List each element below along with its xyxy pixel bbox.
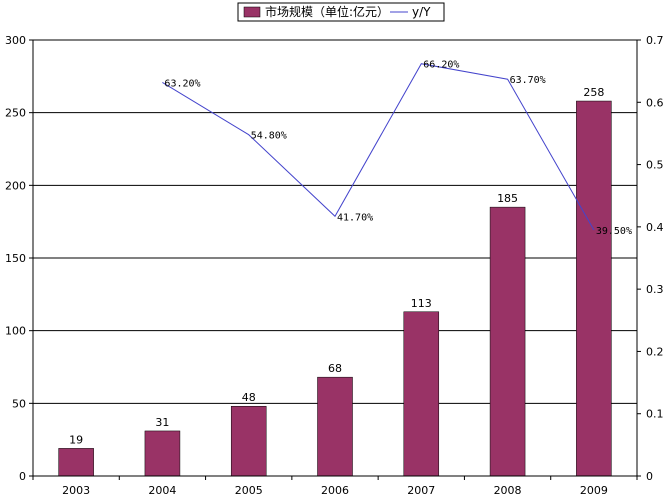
y-right-tick-label: 0 [646, 470, 653, 483]
bar [58, 448, 94, 477]
yoy-point-label: 63.70% [510, 75, 546, 86]
y-left-tick-label: 0 [19, 470, 26, 483]
y-left-tick-label: 200 [5, 179, 26, 192]
x-tick-label: 2005 [235, 484, 263, 497]
legend-bar-swatch [243, 6, 261, 18]
gridlines [33, 39, 637, 404]
bar [317, 376, 353, 477]
x-tick-label: 2008 [494, 484, 522, 497]
bar-value-label: 68 [328, 362, 342, 375]
y-left-tick-label: 100 [5, 325, 26, 338]
y-right-tick-label: 0.6 [646, 96, 664, 109]
bar-value-label: 185 [497, 192, 518, 205]
y-right-tick-label: 0.7 [646, 34, 664, 47]
y-right-tick-label: 0.3 [646, 283, 664, 296]
yoy-point-label: 41.70% [337, 212, 373, 223]
yoy-line [162, 63, 595, 231]
labels: 19 31 48 68 113 185 258 63.20% 54.80% 41.70% 66.20… [69, 60, 632, 447]
x-tick-label: 2004 [148, 484, 176, 497]
bar [489, 206, 526, 477]
bar [576, 100, 612, 477]
y-right-tick-label: 0.2 [646, 345, 664, 358]
bar-value-label: 19 [69, 433, 83, 446]
y-right-tick-label: 0.5 [646, 159, 664, 172]
x-tick-label: 2007 [407, 484, 435, 497]
legend-box [237, 2, 445, 22]
legend-bar-label: 市场规模（单位:亿元） [265, 4, 389, 19]
bar-value-label: 258 [583, 86, 604, 99]
yoy-point-label: 39.50% [596, 226, 632, 237]
bar [230, 405, 267, 477]
yoy-point-label: 63.20% [164, 78, 200, 89]
axes: 0 50 100 150 200 250 300 0 0.1 0.2 0.3 0.4 0.5 0.6 0.7… [5, 34, 664, 497]
y-left-tick-label: 250 [5, 107, 26, 120]
legend-line-label: y/Y [412, 5, 431, 19]
bar [403, 311, 440, 477]
x-tick-label: 2009 [580, 484, 608, 497]
bar-value-label: 48 [242, 391, 256, 404]
line-series [162, 63, 595, 231]
bars [58, 100, 612, 477]
x-tick-label: 2006 [321, 484, 349, 497]
bar-value-label: 113 [411, 297, 432, 310]
bar [144, 430, 181, 477]
yoy-point-label: 54.80% [251, 131, 287, 142]
bar-value-label: 31 [155, 416, 169, 429]
y-right-tick-label: 0.1 [646, 408, 664, 421]
y-left-tick-label: 300 [5, 34, 26, 47]
y-left-tick-label: 50 [12, 397, 26, 410]
y-right-tick-label: 0.4 [646, 221, 664, 234]
yoy-point-label: 66.20% [423, 60, 459, 71]
y-left-tick-label: 150 [5, 252, 26, 265]
legend: 市场规模（单位:亿元） y/Y [237, 2, 445, 22]
x-tick-label: 2003 [62, 484, 90, 497]
